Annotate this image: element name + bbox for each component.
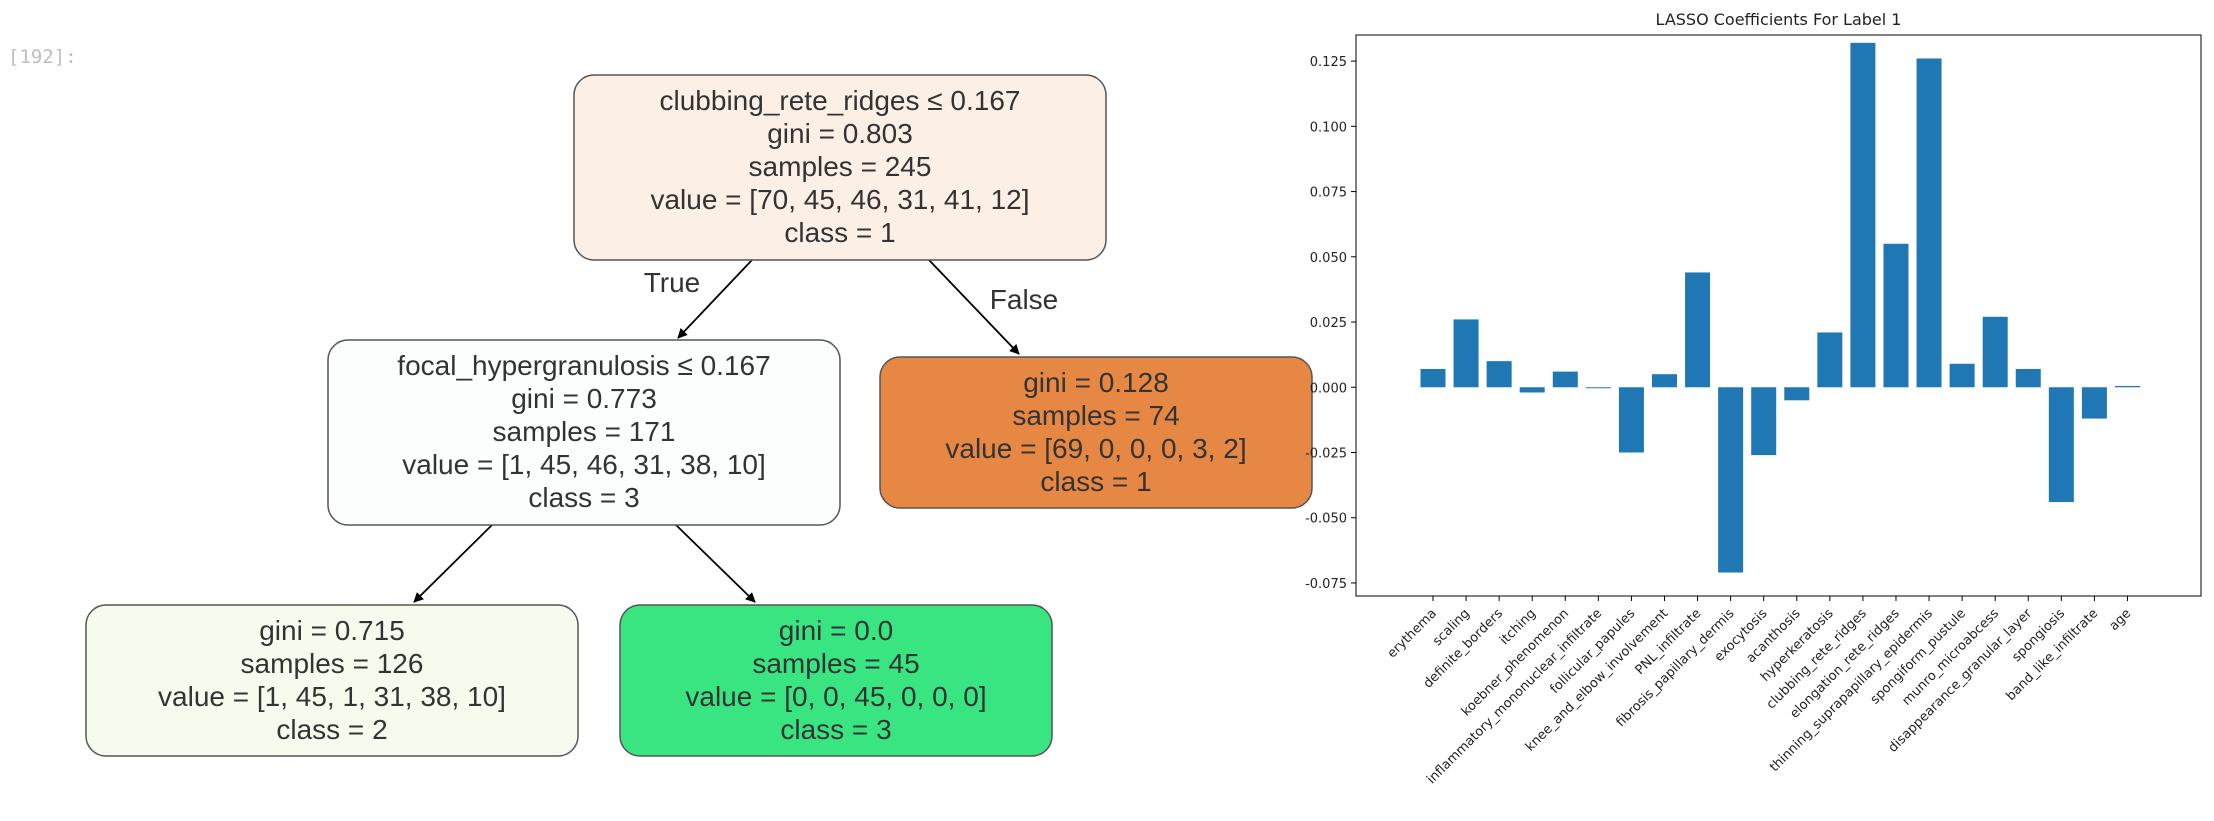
- node-condition: focal_hypergranulosis ≤ 0.167: [397, 350, 770, 381]
- x-tick-label: thinning_suprapapillary_epidermis: [1767, 606, 1936, 775]
- node-samples: samples = 245: [749, 151, 932, 182]
- edge-label-false: False: [990, 284, 1058, 315]
- x-tick-label: disappearance_granular_layer: [1886, 606, 2036, 756]
- bar: [1420, 368, 1446, 388]
- bar: [1784, 387, 1810, 401]
- tree-node-left: focal_hypergranulosis ≤ 0.167 gini = 0.7…: [327, 339, 841, 526]
- node-value: value = [69, 0, 0, 0, 3, 2]: [945, 433, 1246, 464]
- bar: [1685, 272, 1711, 388]
- bar: [1883, 243, 1909, 388]
- x-tick-label: acanthosis: [1744, 606, 1804, 666]
- bar: [1519, 387, 1545, 393]
- x-tick-label: munro_microabcess: [1899, 606, 2002, 709]
- x-tick-label: koebner_phenomenon: [1459, 606, 1572, 719]
- bar: [1552, 371, 1578, 388]
- node-value: value = [1, 45, 46, 31, 38, 10]: [402, 449, 766, 480]
- x-tick-label: band_like_infiltrate: [2004, 606, 2102, 704]
- x-tick-label: spongiform_pustule: [1868, 606, 1969, 707]
- x-tick-label: hyperkeratosis: [1758, 606, 1837, 685]
- node-gini: gini = 0.0: [779, 615, 893, 646]
- node-class: class = 1: [784, 217, 895, 248]
- bar: [1618, 387, 1644, 453]
- node-class: class = 3: [780, 714, 891, 745]
- chart-title: LASSO Coefficients For Label 1: [1656, 10, 1902, 29]
- node-class: class = 2: [276, 714, 387, 745]
- node-samples: samples = 171: [493, 416, 676, 447]
- node-gini: gini = 0.128: [1023, 367, 1169, 398]
- node-value: value = [1, 45, 1, 31, 38, 10]: [158, 681, 506, 712]
- node-value: value = [0, 0, 45, 0, 0, 0]: [685, 681, 986, 712]
- edge-left-leftleft: [413, 524, 493, 603]
- edge-label-true: True: [644, 267, 701, 298]
- bar: [1453, 319, 1479, 388]
- tree-node-leftright: gini = 0.0 samples = 45 value = [0, 0, 4…: [619, 604, 1053, 757]
- x-tick-label: spongiosis: [2009, 606, 2068, 665]
- node-gini: gini = 0.773: [511, 383, 657, 414]
- bar: [1949, 363, 1975, 388]
- node-condition: clubbing_rete_ridges ≤ 0.167: [660, 85, 1021, 116]
- bar: [2114, 385, 2140, 388]
- node-samples: samples = 74: [1012, 400, 1179, 431]
- bar: [1850, 42, 1876, 388]
- bar: [1718, 387, 1744, 573]
- x-tick-label: follicular_papules: [1548, 606, 1639, 697]
- x-tick-label: itching: [1497, 606, 1539, 648]
- x-tick-label: knee_and_elbow_involvement: [1523, 606, 1671, 754]
- x-tick-label: elongation_rete_ridges: [1787, 606, 1903, 722]
- bars: [1420, 42, 2140, 573]
- node-gini: gini = 0.803: [767, 118, 913, 149]
- tree-node-right: gini = 0.128 samples = 74 value = [69, 0…: [879, 356, 1313, 509]
- node-box: [879, 356, 1313, 509]
- tree-node-leftleft: gini = 0.715 samples = 126 value = [1, 4…: [85, 604, 579, 757]
- x-tick-label: erythema: [1385, 606, 1440, 661]
- node-box: [619, 604, 1053, 757]
- x-tick-label: scaling: [1430, 606, 1473, 649]
- x-tick-label: exocytosis: [1712, 606, 1771, 665]
- bar: [1585, 387, 1611, 389]
- edge-left-leftright: [675, 524, 756, 603]
- bar: [1982, 316, 2008, 388]
- node-samples: samples = 45: [752, 648, 919, 679]
- x-tick-label: inflammatory_mononuclear_infiltrate: [1424, 606, 1605, 787]
- x-tick-label: PNL_infiltrate: [1633, 606, 1705, 678]
- node-box: [327, 339, 841, 526]
- bar: [2081, 387, 2107, 419]
- node-gini: gini = 0.715: [259, 615, 405, 646]
- bar: [1751, 387, 1777, 456]
- x-axis: erythemascalingdefinite_bordersitchingko…: [1385, 596, 2135, 787]
- bar: [2015, 368, 2041, 388]
- node-samples: samples = 126: [241, 648, 424, 679]
- cell-prompt: [192]:: [8, 46, 77, 68]
- node-class: class = 3: [528, 482, 639, 513]
- edge-root-left: [677, 259, 753, 339]
- bar: [2048, 387, 2074, 503]
- x-tick-label: fibrosis_papillary_dermis: [1613, 606, 1737, 730]
- node-box: [85, 604, 579, 757]
- tree-node-root: clubbing_rete_ridges ≤ 0.167 gini = 0.80…: [573, 74, 1107, 261]
- plot-frame: [1355, 34, 2202, 597]
- x-tick-label: definite_borders: [1421, 606, 1506, 691]
- edge-root-right: [928, 259, 1020, 355]
- node-value: value = [70, 45, 46, 31, 41, 12]: [650, 184, 1029, 215]
- node-box: [573, 74, 1107, 261]
- node-class: class = 1: [1040, 466, 1151, 497]
- x-tick-label: clubbing_rete_ridges: [1764, 606, 1870, 712]
- decision-tree: True False clubbing_rete_ridges ≤ 0.167 …: [85, 74, 1313, 757]
- bar: [1486, 361, 1512, 388]
- bar: [1651, 374, 1677, 388]
- x-tick-label: age: [2107, 606, 2135, 634]
- bar: [1817, 332, 1843, 388]
- bar: [1916, 58, 1942, 388]
